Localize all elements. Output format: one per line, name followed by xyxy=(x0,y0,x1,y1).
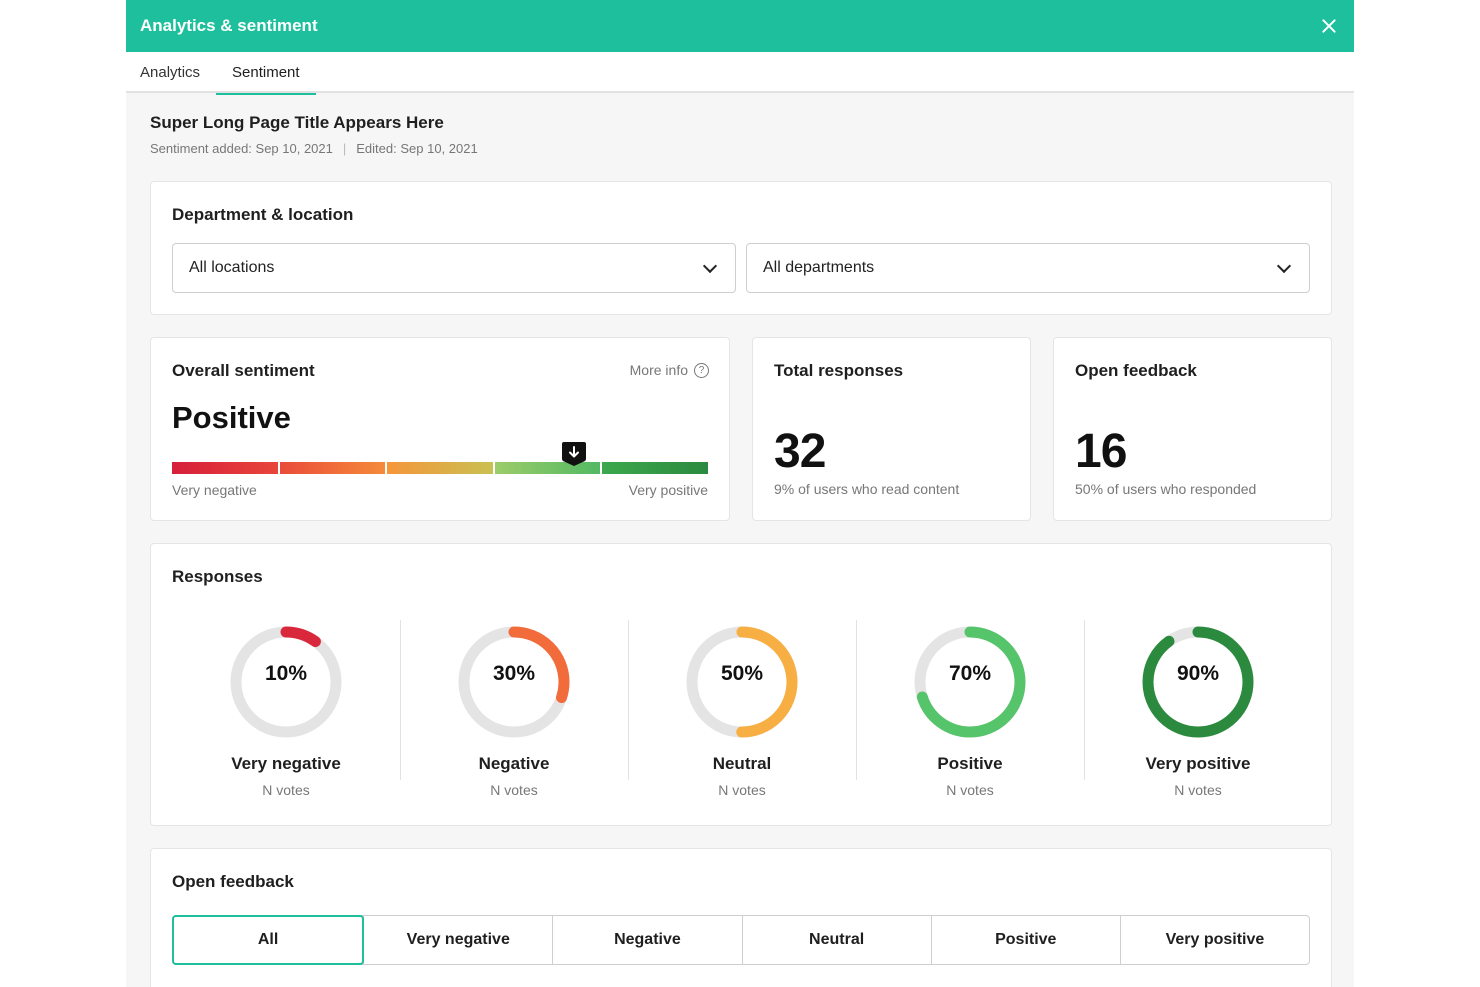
ring-label: Very positive xyxy=(1145,754,1251,773)
open-feedback-stat-card: Open feedback 16 50% of users who respon… xyxy=(1053,337,1332,521)
feedback-filter-group: All Very negative Negative Neutral Posit… xyxy=(172,915,1310,965)
total-responses-card: Total responses 32 9% of users who read … xyxy=(752,337,1031,521)
scale-segment-very-negative xyxy=(172,462,278,474)
donut-arc xyxy=(914,626,1026,738)
response-ring-item: 30% Negative N votes xyxy=(400,620,628,798)
meta-separator: | xyxy=(342,141,347,156)
sentiment-marker-icon xyxy=(561,441,587,467)
chevron-down-icon xyxy=(1276,258,1292,273)
responses-card: Responses 10% Very negative N votes 30% Nega… xyxy=(150,543,1332,826)
location-select[interactable]: All locations xyxy=(172,243,736,293)
scale-min-label: Very negative xyxy=(172,482,257,498)
total-responses-sub: 9% of users who read content xyxy=(774,481,960,497)
panel-header: Analytics & sentiment xyxy=(126,0,1354,52)
department-select-value: All departments xyxy=(763,259,875,276)
scale-max-label: Very positive xyxy=(628,482,708,498)
scale-segment-very-positive xyxy=(602,462,708,474)
page-title: Super Long Page Title Appears Here xyxy=(150,113,444,132)
ring-divider xyxy=(856,620,857,780)
ring-label: Positive xyxy=(937,754,1003,773)
filter-neutral[interactable]: Neutral xyxy=(741,916,931,964)
open-feedback-card: Open feedback All Very negative Negative… xyxy=(150,848,1332,987)
ring-divider xyxy=(400,620,401,780)
question-circle-icon: ? xyxy=(694,362,709,378)
donut-ring xyxy=(1142,626,1254,738)
tab-sentiment[interactable]: Sentiment xyxy=(216,52,316,95)
responses-title: Responses xyxy=(172,567,263,586)
filter-all[interactable]: All xyxy=(172,915,365,965)
close-icon[interactable] xyxy=(1318,15,1340,37)
overall-sentiment-title: Overall sentiment xyxy=(172,361,315,380)
overall-sentiment-card: Overall sentiment More info ? Positive V… xyxy=(150,337,730,521)
response-ring-item: 70% Positive N votes xyxy=(856,620,1084,798)
location-select-value: All locations xyxy=(189,259,275,276)
open-feedback-stat-sub: 50% of users who responded xyxy=(1075,481,1257,497)
donut-ring xyxy=(686,626,798,738)
response-ring-item: 10% Very negative N votes xyxy=(172,620,400,798)
donut-ring xyxy=(458,626,570,738)
donut-arc xyxy=(458,626,570,738)
tab-bar: Analytics Sentiment xyxy=(126,52,1354,95)
department-select[interactable]: All departments xyxy=(746,243,1310,293)
open-feedback-title: Open feedback xyxy=(172,872,294,891)
ring-percent: 90% xyxy=(1176,662,1220,685)
donut-arc xyxy=(1142,626,1254,738)
ring-label: Negative xyxy=(478,754,550,773)
ring-votes: N votes xyxy=(946,782,994,798)
ring-votes: N votes xyxy=(718,782,766,798)
donut-arc xyxy=(230,626,342,738)
ring-percent: 70% xyxy=(948,662,992,685)
ring-votes: N votes xyxy=(1174,782,1222,798)
ring-percent: 50% xyxy=(720,662,764,685)
sentiment-scale-bar xyxy=(172,462,708,474)
scale-segment-neutral xyxy=(387,462,493,474)
ring-label: Neutral xyxy=(712,754,772,773)
department-location-title: Department & location xyxy=(172,205,354,224)
ring-votes: N votes xyxy=(262,782,310,798)
filter-very-negative[interactable]: Very negative xyxy=(363,916,553,964)
donut-arc xyxy=(686,626,798,738)
total-responses-value: 32 xyxy=(774,425,826,478)
page-meta: Sentiment added: Sep 10, 2021 | Edited: … xyxy=(150,141,1330,156)
donut-ring xyxy=(914,626,1026,738)
panel-title: Analytics & sentiment xyxy=(140,16,318,35)
ring-label: Very negative xyxy=(231,754,341,773)
donut-ring xyxy=(230,626,342,738)
more-info-link[interactable]: More info ? xyxy=(630,362,709,378)
more-info-label: More info xyxy=(629,362,688,378)
chevron-down-icon xyxy=(702,258,718,273)
filter-positive[interactable]: Positive xyxy=(930,916,1120,964)
total-responses-title: Total responses xyxy=(774,361,904,380)
response-ring-item: 50% Neutral N votes xyxy=(628,620,856,798)
ring-percent: 30% xyxy=(492,662,536,685)
scale-segment-negative xyxy=(279,462,386,474)
page-header: Super Long Page Title Appears Here Senti… xyxy=(126,93,1354,156)
response-ring-item: 90% Very positive N votes xyxy=(1084,620,1312,798)
open-feedback-stat-value: 16 xyxy=(1075,425,1127,478)
overall-sentiment-value: Positive xyxy=(172,400,291,435)
ring-votes: N votes xyxy=(490,782,538,798)
sentiment-panel: Analytics & sentiment Analytics Sentimen… xyxy=(126,0,1354,987)
filter-very-positive[interactable]: Very positive xyxy=(1119,916,1310,964)
sentiment-added-date: Sentiment added: Sep 10, 2021 xyxy=(150,141,333,156)
edited-date: Edited: Sep 10, 2021 xyxy=(356,141,478,156)
ring-percent: 10% xyxy=(264,662,308,685)
department-location-card: Department & location All locations All … xyxy=(150,181,1332,315)
open-feedback-stat-title: Open feedback xyxy=(1075,361,1197,380)
tab-analytics[interactable]: Analytics xyxy=(140,64,201,81)
ring-divider xyxy=(628,620,629,780)
filter-negative[interactable]: Negative xyxy=(552,916,742,964)
ring-divider xyxy=(1084,620,1085,780)
